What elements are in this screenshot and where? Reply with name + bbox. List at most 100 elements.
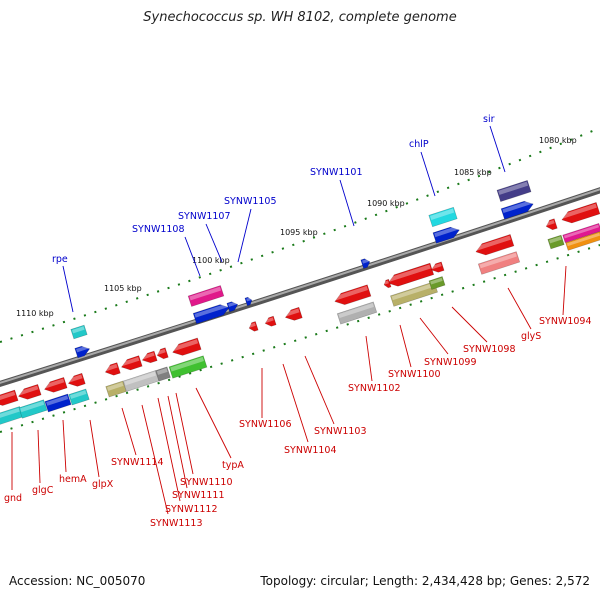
gene-arrow bbox=[67, 372, 86, 387]
kbp-scale-labels: 1110 kbp 1105 kbp 1100 kbp 1095 kbp 1090 kbp… bbox=[16, 136, 577, 318]
leader-line bbox=[420, 151, 436, 197]
tick-row-inner bbox=[0, 244, 600, 433]
gene-arrow bbox=[475, 234, 515, 256]
leader-line bbox=[62, 265, 74, 313]
reverse-gene-label: SYNW1100 bbox=[388, 369, 441, 380]
kbp-label: 1090 kbp bbox=[367, 199, 405, 208]
reverse-gene-label: SYNW1113 bbox=[150, 518, 203, 529]
leader-line bbox=[175, 392, 194, 475]
kbp-label: 1085 kbp bbox=[454, 168, 492, 177]
gene-arrow bbox=[104, 362, 121, 376]
forward-gene-label: SYNW1108 bbox=[132, 224, 185, 235]
gene-box bbox=[336, 301, 378, 325]
leader-line bbox=[141, 404, 169, 515]
leader-line bbox=[89, 419, 100, 478]
reverse-gene-label: glyS bbox=[521, 331, 541, 342]
gene-arrow bbox=[248, 321, 259, 332]
gene-arrow bbox=[156, 347, 169, 360]
leader-line bbox=[419, 317, 449, 355]
gene-arrow bbox=[500, 200, 534, 220]
leader-line bbox=[282, 363, 309, 443]
reverse-gene-label: SYNW1098 bbox=[463, 344, 516, 355]
leader-line bbox=[339, 179, 355, 227]
gene-labels: rpe SYNW1108 SYNW1107 SYNW1105 SYNW1101 chlP s… bbox=[4, 114, 592, 529]
leader-line bbox=[489, 125, 506, 173]
gene-box bbox=[70, 324, 88, 340]
gene-arrow bbox=[387, 262, 435, 287]
gene-box bbox=[428, 276, 446, 290]
leader-line bbox=[399, 324, 412, 368]
reverse-gene-label: SYNW1112 bbox=[165, 504, 218, 515]
label-leaders bbox=[11, 125, 567, 515]
forward-gene-label: rpe bbox=[52, 254, 68, 265]
leader-line bbox=[304, 355, 335, 425]
gene-box bbox=[122, 370, 160, 392]
kbp-label: 1100 kbp bbox=[192, 256, 230, 265]
leader-line bbox=[184, 236, 201, 277]
leader-line bbox=[37, 429, 41, 484]
gene-arrow bbox=[226, 301, 239, 313]
gene-arrow bbox=[284, 306, 303, 321]
gene-box bbox=[44, 393, 72, 413]
leader-line bbox=[365, 335, 373, 382]
gene-box bbox=[496, 179, 532, 203]
gene-box bbox=[477, 251, 521, 275]
leader-line bbox=[121, 407, 137, 456]
reverse-gene-label: SYNW1094 bbox=[539, 316, 592, 327]
leader-line bbox=[451, 306, 488, 343]
gene-box bbox=[168, 355, 208, 379]
reverse-gene-label: gnd bbox=[4, 493, 22, 504]
gene-box bbox=[565, 231, 600, 251]
accession-text: Accession: NC_005070 bbox=[9, 574, 146, 588]
leader-line bbox=[195, 387, 232, 459]
kbp-label: 1105 kbp bbox=[104, 284, 142, 293]
gene-arrow bbox=[334, 284, 372, 305]
reverse-gene-label: SYNW1099 bbox=[424, 357, 477, 368]
leader-line bbox=[157, 397, 181, 502]
forward-gene-label: SYNW1107 bbox=[178, 211, 231, 222]
kbp-label: 1110 kbp bbox=[16, 309, 54, 318]
gene-arrow bbox=[44, 376, 68, 393]
leader-line bbox=[507, 287, 532, 330]
gene-box bbox=[428, 206, 458, 228]
gene-arrow bbox=[172, 337, 202, 356]
leader-line bbox=[205, 223, 223, 263]
reverse-gene-label: glpX bbox=[92, 479, 114, 490]
gene-arrow bbox=[264, 315, 277, 327]
leader-line bbox=[62, 419, 67, 473]
page-title: Synechococcus sp. WH 8102, complete geno… bbox=[143, 10, 457, 25]
gene-arrow bbox=[561, 202, 600, 224]
gene-arrow bbox=[18, 383, 42, 400]
gene-box bbox=[390, 281, 438, 307]
kbp-label: 1095 kbp bbox=[280, 228, 318, 237]
reverse-gene-label: typA bbox=[222, 460, 244, 471]
forward-gene-label: SYNW1105 bbox=[224, 196, 277, 207]
forward-gene-label: sir bbox=[483, 114, 495, 125]
forward-gene-label: SYNW1101 bbox=[310, 167, 363, 178]
gene-box bbox=[562, 222, 600, 244]
gene-arrow bbox=[545, 218, 558, 231]
genome-backbone bbox=[0, 187, 600, 388]
reverse-gene-label: SYNW1104 bbox=[284, 445, 337, 456]
gene-features bbox=[0, 179, 600, 426]
gene-arrow bbox=[383, 278, 392, 289]
leader-line bbox=[562, 265, 567, 316]
reverse-gene-label: SYNW1102 bbox=[348, 383, 401, 394]
gene-arrow bbox=[244, 296, 253, 307]
gene-box bbox=[68, 388, 90, 406]
gene-arrow bbox=[141, 350, 158, 364]
gene-arrow bbox=[120, 355, 143, 371]
reverse-gene-label: SYNW1110 bbox=[180, 477, 233, 488]
gene-arrow bbox=[0, 389, 19, 406]
forward-gene-label: chlP bbox=[409, 139, 429, 150]
gene-arrow bbox=[430, 261, 445, 273]
tick-row-outer bbox=[0, 127, 600, 343]
gene-arrow bbox=[192, 303, 230, 325]
leader-line bbox=[237, 208, 252, 263]
gene-box bbox=[18, 399, 48, 419]
gene-box bbox=[547, 234, 565, 250]
topology-text: Topology: circular; Length: 2,434,428 bp… bbox=[260, 574, 590, 588]
leader-line bbox=[167, 395, 188, 489]
gene-box bbox=[105, 380, 127, 398]
reverse-gene-label: SYNW1114 bbox=[111, 457, 164, 468]
